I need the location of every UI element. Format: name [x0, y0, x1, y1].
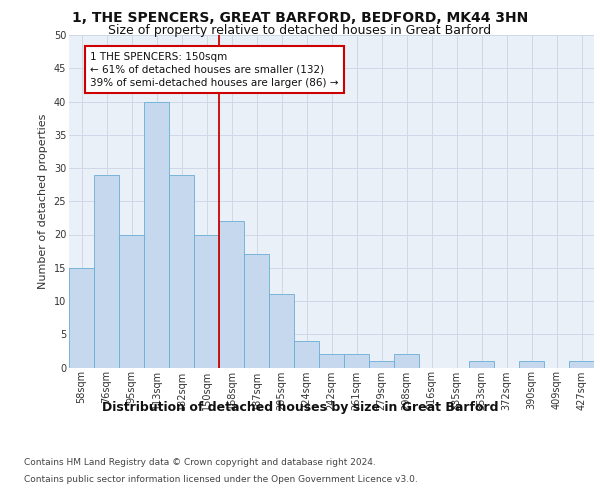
- Bar: [294, 341, 319, 367]
- Text: 1, THE SPENCERS, GREAT BARFORD, BEDFORD, MK44 3HN: 1, THE SPENCERS, GREAT BARFORD, BEDFORD,…: [72, 11, 528, 25]
- Bar: [119, 234, 144, 368]
- Bar: [219, 221, 244, 368]
- Bar: [69, 268, 94, 368]
- Bar: [369, 361, 394, 368]
- Bar: [144, 102, 169, 368]
- Y-axis label: Number of detached properties: Number of detached properties: [38, 114, 48, 289]
- Bar: [319, 354, 344, 368]
- Bar: [344, 354, 369, 368]
- Text: Distribution of detached houses by size in Great Barford: Distribution of detached houses by size …: [102, 401, 498, 414]
- Bar: [194, 234, 219, 368]
- Bar: [169, 174, 194, 368]
- Bar: [394, 354, 419, 368]
- Bar: [469, 361, 494, 368]
- Bar: [269, 294, 294, 368]
- Text: 1 THE SPENCERS: 150sqm
← 61% of detached houses are smaller (132)
39% of semi-de: 1 THE SPENCERS: 150sqm ← 61% of detached…: [90, 52, 339, 88]
- Bar: [94, 174, 119, 368]
- Text: Contains HM Land Registry data © Crown copyright and database right 2024.: Contains HM Land Registry data © Crown c…: [24, 458, 376, 467]
- Text: Size of property relative to detached houses in Great Barford: Size of property relative to detached ho…: [109, 24, 491, 37]
- Bar: [519, 361, 544, 368]
- Text: Contains public sector information licensed under the Open Government Licence v3: Contains public sector information licen…: [24, 476, 418, 484]
- Bar: [569, 361, 594, 368]
- Bar: [244, 254, 269, 368]
